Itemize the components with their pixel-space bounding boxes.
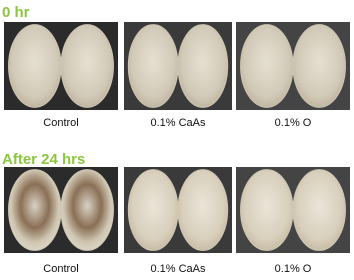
slice	[240, 24, 294, 108]
photo-label: Control	[43, 117, 78, 129]
photo-label: 0.1% O	[275, 117, 312, 129]
slice	[177, 169, 229, 251]
slice	[60, 169, 114, 251]
slice	[127, 24, 179, 108]
photo-label: 0.1% CaAs	[150, 263, 206, 275]
slice	[127, 169, 179, 251]
slice	[292, 24, 346, 108]
slice	[292, 169, 346, 251]
slice	[60, 24, 114, 108]
slice	[240, 169, 294, 251]
slice	[8, 169, 62, 251]
slice	[177, 24, 229, 108]
panel-title: 0 hr	[2, 4, 30, 21]
photo-label: 0.1% CaAs	[150, 117, 206, 129]
slice	[8, 24, 62, 108]
photo-label: 0.1% O	[275, 263, 312, 275]
panel-title: After 24 hrs	[2, 151, 85, 168]
photo-label: Control	[43, 263, 78, 275]
